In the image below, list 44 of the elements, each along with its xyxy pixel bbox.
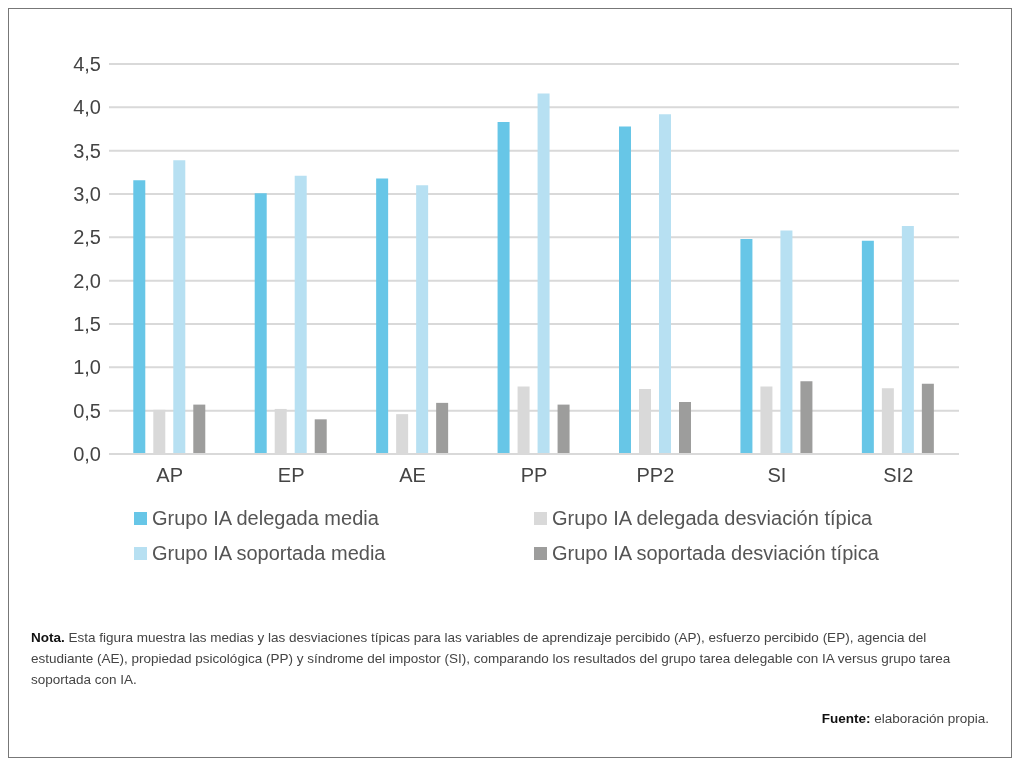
y-tick-label: 3,0 [73, 183, 101, 206]
bar [740, 239, 753, 454]
bar [619, 126, 631, 454]
x-tick-label: SI [767, 464, 787, 487]
y-tick-label: 2,5 [73, 226, 101, 249]
x-tick-label: PP [520, 464, 548, 487]
bar [133, 180, 146, 454]
source-note: Fuente: elaboración propia. [820, 710, 989, 728]
bar [254, 193, 267, 454]
y-tick-label: 1,0 [73, 356, 101, 379]
bar [901, 226, 914, 454]
x-tick-label: SI2 [883, 464, 914, 487]
y-tick-label: 2,0 [73, 269, 101, 292]
bar [921, 383, 934, 454]
bar [861, 240, 874, 454]
y-tick-label: 1,5 [73, 313, 101, 336]
bar [294, 175, 307, 454]
x-tick-label: AE [399, 464, 426, 487]
bar [314, 419, 327, 454]
bar [416, 185, 429, 454]
bar [679, 402, 691, 454]
bar [376, 178, 389, 454]
y-tick-label: 0,5 [73, 399, 101, 422]
bar [557, 404, 570, 454]
y-tick-label: 3,5 [73, 139, 101, 162]
bar [497, 122, 510, 454]
x-tick-label: PP2 [636, 464, 675, 487]
x-tick-label: AP [156, 464, 184, 487]
y-tick-label: 4,0 [73, 96, 101, 119]
text: Nota. Esta figura muestra las medias y las desviaciones típicas para las variables de aprendizaje percibido (AP), esfuerzo percibido (EP), agencia del estudiante (AE), propiedad psicológica (PP) y síndrome del impostor (SI), comparando los resultados del grupo tarea delegable con IA versus grupo tarea soportada con IA. [31, 629, 952, 689]
bar [436, 402, 449, 454]
bar [780, 230, 793, 454]
legend-label: Grupo IA delegada desviación típica [552, 507, 873, 530]
bar [659, 114, 671, 454]
y-tick-label: 0,0 [73, 443, 101, 466]
legend-label: Grupo IA soportada media [152, 542, 386, 565]
x-tick-label: EP [277, 464, 305, 487]
bar [193, 404, 206, 454]
bar [173, 160, 186, 454]
bar [800, 381, 813, 454]
y-tick-label: 4,5 [73, 53, 101, 76]
legend-label: Grupo IA soportada desviación típica [552, 542, 879, 565]
bar [537, 93, 550, 454]
legend-label: Grupo IA delegada media [152, 507, 379, 530]
